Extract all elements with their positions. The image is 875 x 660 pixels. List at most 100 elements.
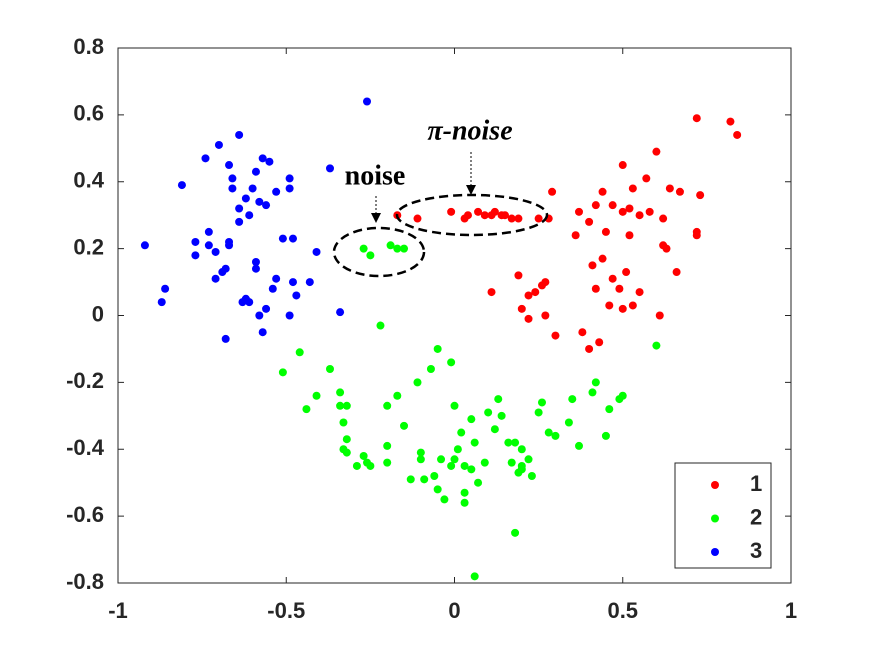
- point: [635, 211, 644, 220]
- point: [400, 244, 409, 253]
- point: [325, 365, 334, 373]
- point: [305, 278, 314, 287]
- point: [628, 184, 637, 193]
- point: [531, 288, 540, 297]
- point: [507, 214, 516, 223]
- point: [551, 331, 560, 340]
- point: [507, 458, 516, 467]
- point: [268, 284, 277, 293]
- point: [615, 284, 624, 293]
- point: [601, 431, 610, 440]
- annotation: π-noise: [427, 115, 512, 146]
- point: [517, 445, 526, 454]
- point: [524, 314, 533, 323]
- point: [262, 304, 271, 313]
- point: [336, 401, 345, 410]
- point: [201, 154, 210, 163]
- point: [363, 97, 372, 106]
- point: [272, 274, 281, 283]
- point: [235, 130, 244, 139]
- point: [433, 344, 442, 353]
- point: [426, 365, 435, 373]
- point: [359, 244, 368, 253]
- point: [140, 241, 149, 250]
- point: [659, 241, 668, 250]
- point: [386, 241, 395, 250]
- point: [655, 311, 664, 320]
- point: [588, 261, 597, 270]
- legend: 1 2 3: [711, 471, 762, 563]
- point: [285, 174, 294, 183]
- pi-noise-arrowhead: [466, 185, 476, 195]
- point: [534, 408, 543, 417]
- legend-box: [674, 462, 772, 569]
- point: [517, 304, 526, 313]
- point: [272, 187, 281, 196]
- point: [288, 278, 297, 287]
- y-tick-label: 0.6: [73, 101, 104, 126]
- point: [504, 438, 513, 447]
- point: [598, 254, 607, 263]
- point: [527, 472, 536, 480]
- point: [490, 425, 499, 434]
- point: [692, 231, 701, 240]
- point: [221, 334, 230, 343]
- y-tick-label: 0.4: [73, 168, 104, 193]
- point: [258, 154, 267, 163]
- point: [608, 274, 617, 283]
- point: [571, 231, 580, 240]
- point: [393, 391, 402, 400]
- point: [625, 204, 634, 213]
- point: [406, 475, 415, 484]
- point: [157, 298, 166, 307]
- point: [625, 231, 634, 240]
- point: [726, 117, 735, 126]
- point: [278, 234, 287, 243]
- point: [645, 207, 654, 216]
- point: [285, 311, 294, 320]
- point: [500, 211, 509, 220]
- point: [420, 475, 429, 484]
- point: [447, 461, 456, 470]
- point: [591, 201, 600, 210]
- point: [494, 395, 503, 404]
- point: [608, 201, 617, 210]
- point: [312, 247, 321, 256]
- point: [393, 244, 402, 253]
- legend-label: 2: [750, 504, 762, 529]
- point: [359, 451, 368, 460]
- x-tick-label: 1: [785, 598, 797, 623]
- point: [490, 207, 499, 216]
- point: [548, 187, 557, 196]
- point: [383, 401, 392, 410]
- point: [292, 291, 301, 300]
- point: [470, 438, 479, 447]
- point: [591, 284, 600, 293]
- point: [383, 441, 392, 450]
- point: [214, 140, 223, 149]
- point: [366, 251, 375, 260]
- point: [588, 388, 597, 397]
- legend-label: 3: [750, 538, 762, 563]
- point: [622, 268, 631, 277]
- point: [191, 251, 200, 260]
- point: [447, 358, 456, 367]
- point: [251, 264, 260, 273]
- point: [285, 184, 294, 193]
- point: [161, 284, 170, 293]
- point: [696, 191, 705, 200]
- point: [578, 328, 587, 337]
- y-tick-label: -0.2: [66, 368, 104, 393]
- point: [605, 405, 614, 414]
- point: [211, 274, 220, 283]
- point: [642, 174, 651, 183]
- point: [460, 498, 469, 507]
- point: [251, 258, 260, 266]
- point: [665, 184, 674, 193]
- point: [302, 405, 311, 414]
- point: [251, 167, 260, 176]
- point: [487, 288, 496, 297]
- point: [225, 237, 234, 246]
- noise-arrowhead: [371, 213, 381, 223]
